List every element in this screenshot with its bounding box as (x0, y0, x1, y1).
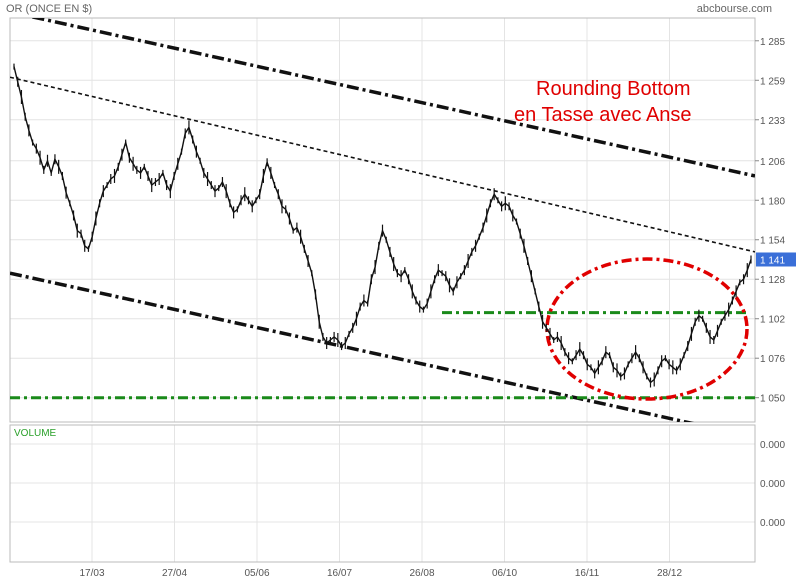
grid-layer (10, 18, 755, 562)
last-price-badge-bg (756, 252, 796, 267)
y-tick-label: 1 206 (760, 157, 785, 168)
volume-panel-frame (9, 424, 756, 563)
x-tick-label: 16/11 (575, 568, 600, 579)
y-tick-label: 1 154 (760, 236, 785, 247)
x-tick-label: 26/08 (409, 568, 434, 579)
x-tick-label: 27/04 (162, 568, 187, 579)
price-panel-frame (9, 17, 756, 423)
resistance-trendline (10, 76, 755, 253)
y-tick-label: 1 180 (760, 196, 785, 207)
y-tick-label: 1 050 (760, 394, 785, 405)
volume-tick-label: 0.000 (760, 440, 785, 451)
volume-tick-label: 0.000 (760, 479, 785, 490)
last-price-badge: 1 141 (756, 252, 796, 267)
volume-tick-label: 0.000 (760, 518, 785, 529)
y-tick-label: 1 102 (760, 315, 785, 326)
x-tick-label: 05/06 (244, 568, 269, 579)
volume-label: VOLUME (14, 428, 57, 439)
trend-lines (10, 18, 755, 422)
y-tick-label: 1 076 (760, 354, 785, 365)
axes: 17/03 27/04 05/06 16/07 26/08 06/10 16/11 28/12… (79, 37, 785, 579)
pattern-title-line2: en Tasse avec Anse (514, 104, 692, 126)
x-tick-label: 17/03 (79, 568, 104, 579)
price-series (13, 63, 752, 388)
y-tick-label: 1 285 (760, 37, 785, 48)
last-price-label: 1 141 (760, 255, 785, 266)
y-tick-label: 1 128 (760, 275, 785, 286)
source-label: abcbourse.com (696, 3, 772, 15)
x-tick-label: 28/12 (657, 568, 682, 579)
pattern-title-line1: Rounding Bottom (536, 78, 691, 100)
x-tick-label: 06/10 (492, 568, 517, 579)
x-tick-label: 16/07 (327, 568, 352, 579)
y-tick-label: 1 233 (760, 116, 785, 127)
y-tick-label: 1 259 (760, 76, 785, 87)
instrument-title: OR (ONCE EN $) (6, 3, 93, 15)
chart-frame (9, 17, 756, 563)
channel-lower-line (10, 271, 695, 422)
